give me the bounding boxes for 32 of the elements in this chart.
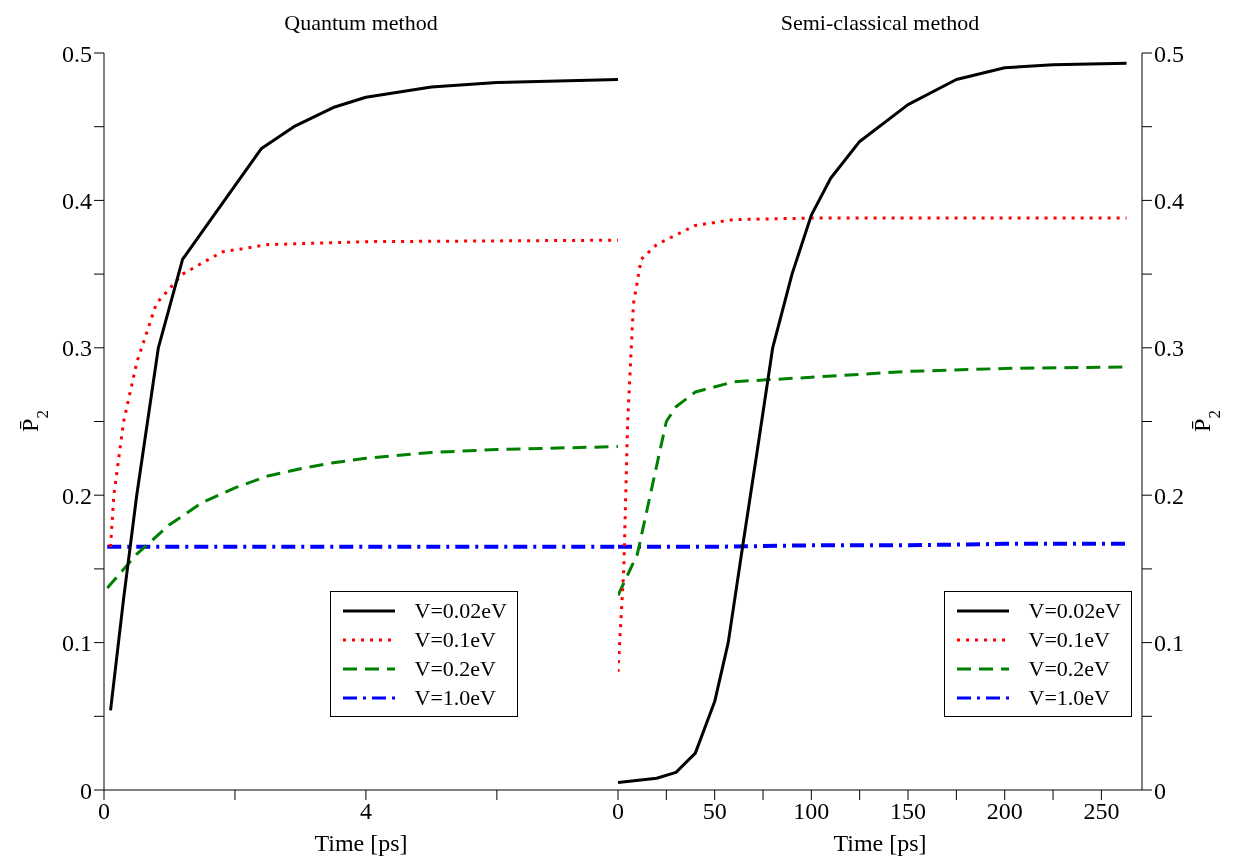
- y-tick-label: 0.3: [1154, 335, 1184, 362]
- y-tick-label: 0.4: [1154, 187, 1184, 214]
- legend-label: V=0.2eV: [1028, 655, 1110, 682]
- x-tick-label: 0: [98, 798, 110, 825]
- chart-title: Semi-classical method: [779, 10, 981, 36]
- legend-label: V=0.02eV: [414, 597, 507, 624]
- y-tick-label: 0.5: [1154, 40, 1184, 67]
- x-tick-label: 150: [890, 798, 927, 825]
- y-tick-label: 0: [1154, 777, 1166, 804]
- x-tick-label: 0: [612, 798, 624, 825]
- x-tick-label: 200: [986, 798, 1023, 825]
- x-axis-title: Time [ps]: [314, 830, 408, 856]
- y-tick-label: 0.1: [1154, 630, 1184, 657]
- legend-label: V=0.2eV: [414, 655, 496, 682]
- y-tick-label: 0.1: [62, 630, 92, 657]
- chart-title: Quantum method: [283, 10, 439, 36]
- x-tick-label: 50: [702, 798, 727, 825]
- x-tick-label: 250: [1083, 798, 1120, 825]
- x-tick-label: 100: [793, 798, 830, 825]
- y-tick-label: 0.5: [62, 40, 92, 67]
- y-tick-label: 0.2: [62, 482, 92, 509]
- y-tick-label: 0.2: [1154, 482, 1184, 509]
- y-tick-label: 0: [80, 777, 92, 804]
- legend-label: V=0.02eV: [1028, 597, 1121, 624]
- x-axis-title: Time [ps]: [833, 830, 927, 856]
- legend-label: V=0.1eV: [414, 626, 496, 653]
- legend-label: V=1.0eV: [414, 684, 496, 711]
- x-tick-label: 4: [359, 798, 372, 825]
- y-tick-label: 0.3: [62, 335, 92, 362]
- legend-label: V=0.1eV: [1028, 626, 1110, 653]
- legend-label: V=1.0eV: [1028, 684, 1110, 711]
- y-tick-label: 0.4: [62, 187, 92, 214]
